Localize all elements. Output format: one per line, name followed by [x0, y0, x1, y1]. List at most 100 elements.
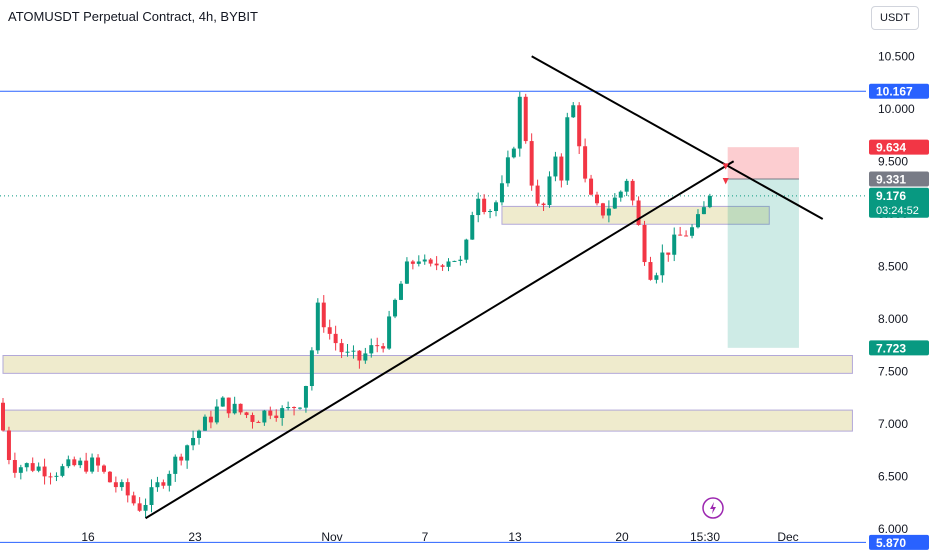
candle: [654, 272, 659, 284]
sell-signal-icon: [722, 163, 729, 170]
candle: [161, 479, 166, 489]
candle: [131, 491, 136, 506]
y-tick-label: 6.000: [878, 522, 908, 536]
candle: [197, 429, 202, 445]
candle: [280, 405, 285, 426]
candle: [244, 411, 249, 419]
candle: [565, 112, 570, 185]
candle: [256, 420, 261, 423]
candles-layer: [1, 91, 712, 518]
short-position-layer: [727, 147, 799, 348]
candle: [315, 298, 320, 354]
y-tick-label: 10.000: [878, 102, 915, 116]
support-resistance-zone[interactable]: [2, 355, 853, 374]
candle: [612, 193, 617, 209]
svg-text:5.870: 5.870: [876, 536, 906, 550]
candle: [410, 259, 415, 270]
candle: [666, 252, 671, 262]
candle: [440, 263, 445, 271]
candle: [113, 476, 118, 493]
svg-text:7.723: 7.723: [876, 341, 906, 355]
candle: [416, 255, 421, 267]
candle: [345, 344, 350, 357]
candle: [381, 343, 386, 353]
candle: [292, 406, 297, 416]
x-tick-label: 15:30: [690, 530, 720, 544]
zones-layer: [2, 205, 853, 432]
candle: [678, 226, 683, 236]
candle: [191, 430, 196, 451]
candle: [541, 202, 546, 211]
candle: [262, 409, 267, 426]
candle: [571, 102, 576, 118]
svg-text:9.176: 9.176: [876, 189, 906, 203]
candle: [101, 464, 106, 474]
candle: [226, 397, 231, 418]
candle: [167, 470, 172, 492]
y-tick-label: 7.000: [878, 417, 908, 431]
candle: [511, 146, 516, 159]
candle: [434, 256, 439, 271]
support-resistance-zone[interactable]: [2, 409, 853, 432]
candle: [90, 453, 95, 474]
candle: [404, 257, 409, 284]
candle: [470, 211, 475, 240]
candle: [476, 192, 481, 223]
candle: [488, 209, 493, 219]
candle: [393, 298, 398, 319]
candle: [606, 200, 611, 223]
candle: [66, 455, 71, 469]
candle: [173, 454, 178, 482]
candle: [143, 498, 148, 518]
candle: [672, 227, 677, 262]
candle: [600, 202, 605, 219]
candle: [137, 497, 142, 512]
candle: [214, 399, 219, 425]
candle: [268, 406, 273, 420]
candle: [589, 174, 594, 196]
candle: [125, 478, 130, 503]
svg-text:03:24:52: 03:24:52: [876, 205, 919, 217]
candle: [375, 337, 380, 353]
trendlines-layer: [145, 55, 824, 520]
candle: [458, 255, 463, 266]
candle: [250, 412, 255, 429]
y-tick-label: 10.500: [878, 49, 915, 63]
candle: [274, 409, 279, 422]
y-tick-label: 7.500: [878, 364, 908, 378]
price-axis: 6.0006.5007.0007.5008.0008.5009.0009.500…: [878, 49, 915, 536]
y-tick-label: 9.500: [878, 154, 908, 168]
candle: [333, 325, 338, 351]
y-tick-label: 8.000: [878, 312, 908, 326]
candle: [452, 260, 457, 262]
candle: [72, 456, 77, 467]
candle: [30, 457, 35, 473]
candle: [553, 151, 558, 182]
candle: [494, 200, 499, 217]
candle: [238, 403, 243, 415]
candle: [232, 396, 237, 415]
candle: [505, 150, 510, 187]
y-tick-label: 8.500: [878, 259, 908, 273]
candle: [12, 452, 17, 478]
candle: [398, 281, 403, 301]
candle: [583, 138, 588, 183]
trendline[interactable]: [531, 55, 824, 220]
candle: [624, 178, 629, 197]
candle: [595, 191, 599, 206]
candle: [6, 426, 11, 465]
candle: [559, 153, 564, 188]
candle: [36, 462, 41, 473]
position-stop-zone[interactable]: [727, 147, 799, 179]
position-target-zone[interactable]: [727, 178, 799, 348]
candle: [357, 350, 362, 369]
currency-button[interactable]: USDT: [871, 6, 919, 30]
candle: [684, 230, 689, 237]
trendline[interactable]: [145, 160, 735, 520]
x-tick-label: 7: [422, 530, 429, 544]
candle: [482, 194, 487, 215]
candle: [428, 258, 433, 267]
candle: [648, 256, 653, 281]
candle: [321, 295, 326, 333]
